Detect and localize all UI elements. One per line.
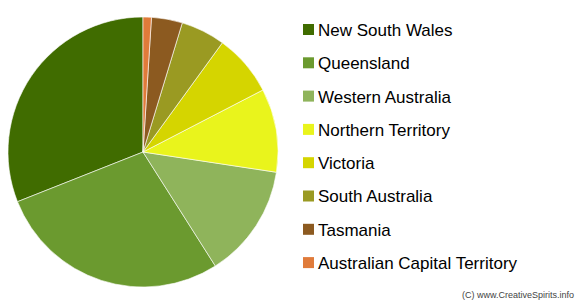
legend-swatch xyxy=(303,191,314,202)
legend-label: Victoria xyxy=(318,154,375,173)
pie-slice xyxy=(143,17,182,152)
legend-label: Queensland xyxy=(318,54,410,73)
legend-label: South Australia xyxy=(318,187,433,206)
legend-label: New South Wales xyxy=(318,21,452,40)
legend-swatch xyxy=(303,157,314,168)
legend-swatch xyxy=(303,224,314,235)
pie-slice xyxy=(143,17,151,152)
legend-label: Northern Territory xyxy=(318,121,450,140)
chart: New South Wales Queensland Western Austral… xyxy=(0,0,580,306)
legend-label: Western Australia xyxy=(318,88,451,107)
legend-swatch xyxy=(303,124,314,135)
legend-swatch xyxy=(303,24,314,35)
legend-swatch xyxy=(303,257,314,268)
legend-swatch xyxy=(303,91,314,102)
legend-label: Australian Capital Territory xyxy=(318,254,518,273)
legend-swatch xyxy=(303,57,314,68)
legend-label: Tasmania xyxy=(318,221,391,240)
legend: New South Wales Queensland Western Austral… xyxy=(303,21,518,273)
pie xyxy=(8,17,278,287)
annotation: (C) www.CreativeSpirits.info xyxy=(462,290,574,300)
